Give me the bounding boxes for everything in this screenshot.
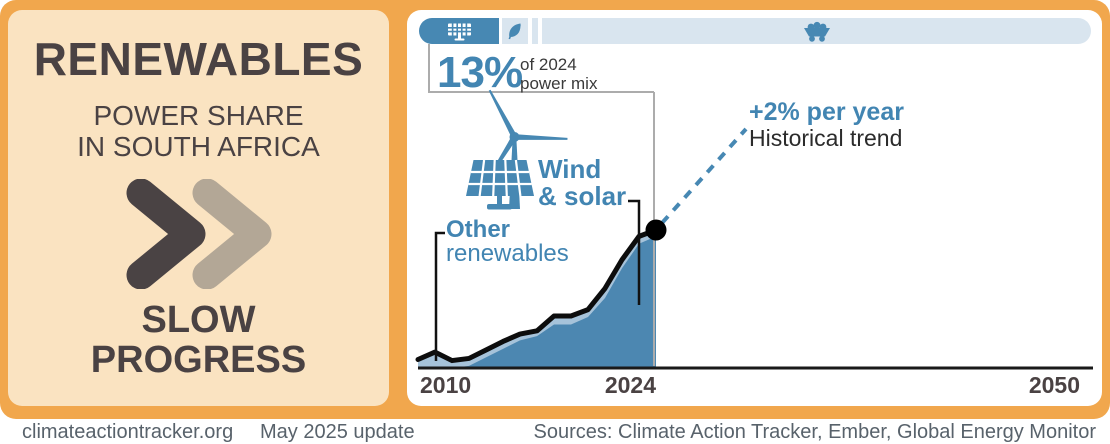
renewables-area-chart — [415, 44, 1093, 370]
bar-segment-other-renewables — [502, 18, 528, 44]
left-summary-panel: RENEWABLES POWER SHARE IN SOUTH AFRICA S… — [8, 10, 389, 406]
x-tick-2024: 2024 — [604, 372, 656, 398]
leaf-icon — [508, 23, 521, 40]
stat-label-line1: of 2024 — [520, 55, 577, 74]
footer-bar: climateactiontracker.org May 2025 update… — [0, 419, 1110, 444]
other-label-line1: Other — [446, 216, 511, 243]
bar-segment-wind-solar — [419, 18, 499, 44]
power-mix-bar — [419, 18, 1091, 44]
page-title: RENEWABLES — [33, 33, 364, 85]
other-renewables-label: Other renewables — [446, 216, 569, 267]
trend-annotation: +2% per year Historical trend — [749, 98, 904, 152]
wind-solar-label: Wind & solar — [538, 154, 627, 212]
trend-rate-text: +2% per year — [749, 98, 904, 126]
update-date: May 2025 update — [260, 421, 415, 443]
verdict-line1: SLOW — [141, 298, 256, 341]
other-label-line2: renewables — [446, 239, 569, 267]
highlight-point-2024 — [645, 219, 667, 241]
solar-panel-icon — [466, 159, 534, 210]
bar-segment-small-slice — [532, 18, 538, 44]
verdict-line2: PROGRESS — [90, 338, 307, 381]
wind-solar-area — [418, 236, 656, 368]
subtitle-line1: POWER SHARE — [93, 100, 304, 131]
verdict-text: SLOW PROGRESS — [90, 298, 307, 381]
coal-cart-icon — [803, 21, 830, 42]
subtitle-line2: IN SOUTH AFRICA — [77, 131, 320, 163]
solar-panel-icon — [447, 23, 471, 40]
bar-segment-fossil — [542, 18, 1091, 44]
other-renewables-callout-line — [434, 231, 445, 361]
sources-text: Sources: Climate Action Tracker, Ember, … — [533, 421, 1096, 443]
wind-solar-callout-line — [628, 199, 641, 305]
x-tick-2010: 2010 — [420, 372, 472, 398]
stat-label-line2: power mix — [520, 73, 598, 93]
projection-trend-line — [660, 127, 748, 225]
total-renewables-line — [415, 227, 659, 364]
site-url: climateactiontracker.org — [22, 421, 234, 443]
wind-solar-label-line2: & solar — [538, 181, 627, 212]
x-tick-2050: 2050 — [1028, 372, 1080, 398]
stat-label: of 2024 power mix — [520, 55, 598, 93]
trend-subtext: Historical trend — [749, 125, 903, 151]
wind-solar-label-line1: Wind — [538, 154, 602, 184]
stat-value: 13% — [437, 48, 523, 97]
stat-callout-line — [428, 44, 654, 93]
page-subtitle: POWER SHARE IN SOUTH AFRICA — [77, 100, 320, 163]
double-chevron-icon — [126, 178, 271, 289]
